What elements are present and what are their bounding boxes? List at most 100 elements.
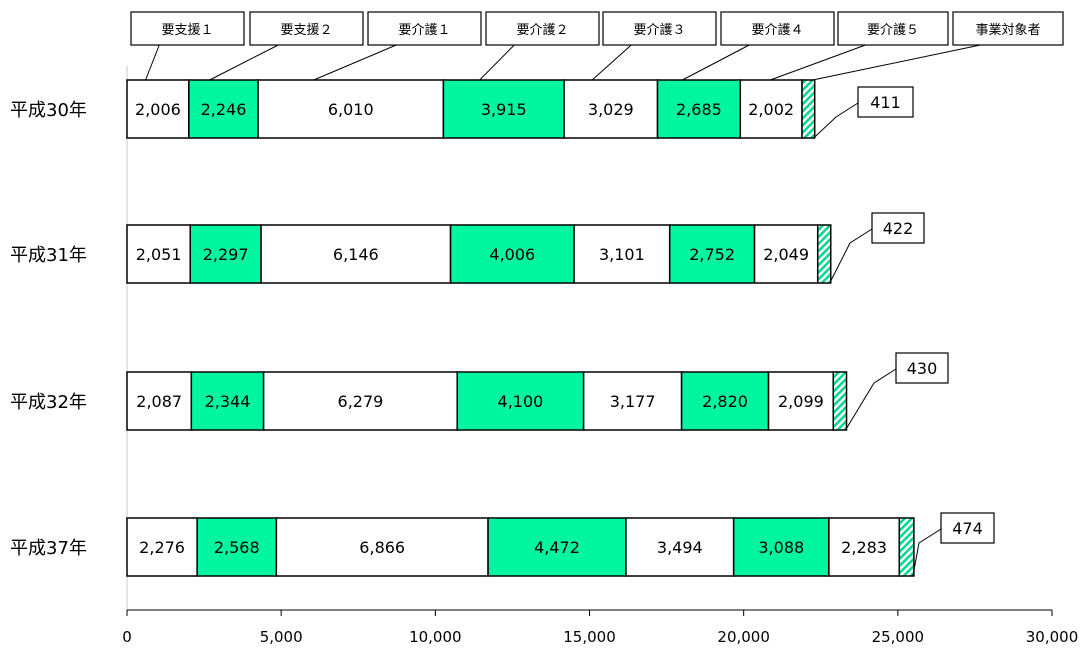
bar-segment [582, 371, 683, 431]
legend-leader-line [770, 44, 866, 81]
segment-value-label: 6,146 [333, 245, 379, 264]
segment-value-label: 4,472 [534, 538, 580, 557]
legend-leader-line [313, 44, 397, 81]
segment-value-label: 3,494 [657, 538, 703, 557]
bar-segment [442, 79, 565, 139]
legend-item-box [602, 11, 717, 46]
segment-value-label: 2,685 [676, 100, 722, 119]
callout-box [871, 212, 925, 244]
legend-leader-line [812, 44, 981, 81]
x-tick-label: 0 [122, 628, 132, 646]
legend-item-label: 要介護１ [398, 22, 450, 38]
segment-value-label: 6,010 [328, 100, 374, 119]
segment-value-label: 2,820 [702, 392, 748, 411]
bar-segment [190, 371, 265, 431]
bar-segment [196, 517, 278, 577]
bar-segment [126, 224, 191, 284]
legend-item-box [720, 11, 835, 46]
category-label: 平成30年 [10, 100, 87, 121]
segment-value-label: 2,099 [778, 392, 824, 411]
callout-box [857, 86, 914, 118]
legend-item-label: 要介護５ [867, 22, 919, 38]
segment-value-label: 6,866 [359, 538, 405, 557]
segment-value-label: 2,752 [689, 245, 735, 264]
bar-segment [832, 371, 848, 431]
bar-segment [732, 517, 830, 577]
x-tick-label: 25,000 [872, 628, 925, 646]
x-axis: 0 5,000 10,000 15,000 20,000 25,000 30,000 [122, 66, 1078, 646]
category-label: 平成32年 [10, 392, 87, 413]
segment-value-label: 2,297 [203, 245, 249, 264]
segment-value-label: 2,002 [748, 100, 794, 119]
callout-value-label: 430 [907, 359, 938, 378]
bar-segment [563, 79, 659, 139]
legend-item-box [249, 11, 364, 46]
callout-leader-line [813, 102, 859, 139]
segment-value-label: 2,568 [214, 538, 260, 557]
segment-value-label: 3,177 [610, 392, 656, 411]
x-tick-label: 30,000 [1026, 628, 1079, 646]
segment-value-label: 2,049 [763, 245, 809, 264]
bar-segment [656, 79, 742, 139]
legend-item-box [952, 11, 1064, 46]
callout-value-label: 474 [952, 519, 983, 538]
segment-value-label: 6,279 [338, 392, 384, 411]
callout-value-label: 422 [883, 219, 914, 238]
segment-value-label: 3,915 [481, 100, 527, 119]
segment-value-label: 2,006 [135, 100, 181, 119]
bar-segment [260, 224, 452, 284]
legend-item-label: 要支援２ [280, 23, 332, 38]
legend-item-label: 要支援１ [161, 23, 213, 38]
bar-segment [188, 79, 259, 139]
legend-item-box [485, 11, 600, 46]
bar-segment [449, 224, 575, 284]
callout-leader-line [912, 528, 942, 577]
legend-leader-line [479, 44, 515, 81]
segment-value-label: 3,101 [599, 245, 645, 264]
segment-value-label: 2,246 [201, 100, 247, 119]
legend-item-label: 要介護３ [633, 22, 685, 38]
x-tick-label: 10,000 [409, 628, 462, 646]
callout-leader-line [845, 368, 897, 431]
segment-value-label: 3,029 [588, 100, 634, 119]
segment-value-label: 2,051 [136, 245, 182, 264]
segment-value-label: 4,006 [489, 245, 535, 264]
legend-item-box [837, 11, 949, 46]
bar-segment [487, 517, 627, 577]
legend-leader-line [209, 44, 279, 81]
bar-segment [753, 224, 819, 284]
category-label: 平成37年 [10, 538, 87, 559]
callout-box [895, 352, 949, 384]
legend-item-box [130, 11, 245, 46]
legend-leader-line [145, 44, 160, 81]
legend-item-label: 要介護４ [751, 22, 803, 38]
bar-segment [257, 79, 445, 139]
segment-value-label: 2,283 [841, 538, 887, 557]
segment-value-label: 2,276 [139, 538, 185, 557]
bars: 平成30年 2,006 2,246 6,010 3,915 3,029 2,685 2,002… [10, 79, 995, 577]
segment-value-label: 2,344 [205, 392, 251, 411]
bar-segment [456, 371, 585, 431]
segment-value-label: 3,088 [758, 538, 804, 557]
segment-value-label: 2,087 [136, 392, 182, 411]
bar-segment [262, 371, 458, 431]
legend: 要支援１ 要支援２ 要介護１ 要介護２ 要介護３ 要介護４ 要介護５ 事業対象者 [130, 11, 1064, 81]
bar-segment [816, 224, 832, 284]
callout-box [940, 512, 995, 544]
bar-segment [801, 79, 816, 139]
callout-value-label: 411 [870, 93, 901, 112]
bar-segment [189, 224, 262, 284]
bar-segment [668, 224, 756, 284]
bar-segment [275, 517, 489, 577]
legend-item-box [367, 11, 482, 46]
bar-segment [625, 517, 735, 577]
category-label: 平成31年 [10, 245, 87, 266]
x-tick-label: 20,000 [717, 628, 770, 646]
callout-leader-line [829, 228, 873, 284]
legend-item-label: 事業対象者 [975, 22, 1040, 38]
legend-leader-line [591, 44, 632, 81]
x-tick-label: 5,000 [260, 628, 303, 646]
x-tick-label: 15,000 [563, 628, 616, 646]
segment-value-label: 4,100 [498, 392, 544, 411]
bar-segment [898, 517, 915, 577]
